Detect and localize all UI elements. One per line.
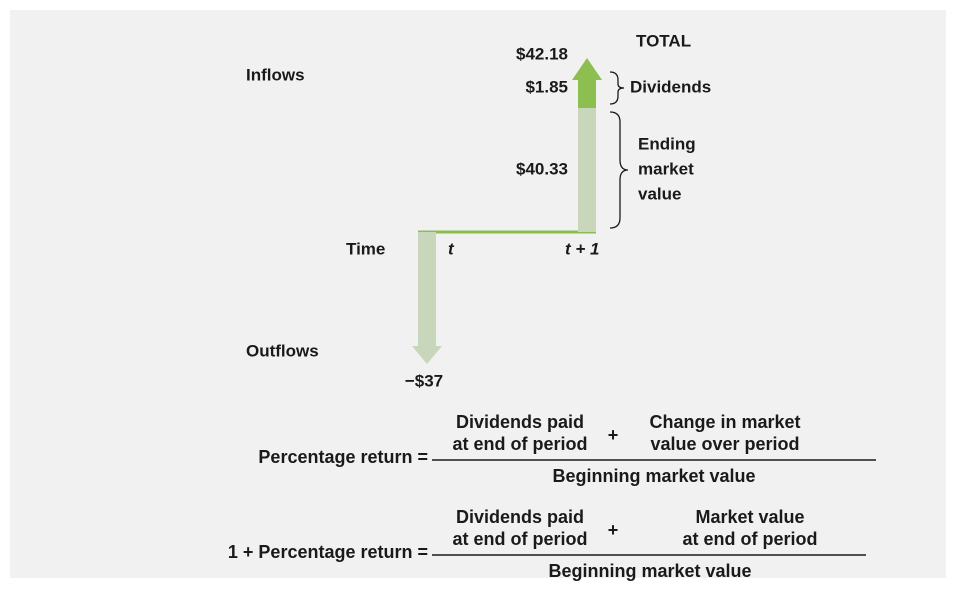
dividends-label: Dividends [630, 77, 711, 96]
formula-lhs: 1 + Percentage return = [228, 542, 428, 562]
formula-term: Market value [695, 507, 804, 527]
ending-label: Ending [638, 134, 696, 153]
formula-denominator: Beginning market value [548, 561, 751, 581]
outflow-bar [418, 232, 436, 346]
formula-term: Dividends paid [456, 412, 584, 432]
t-label: t [448, 239, 455, 258]
total-label: TOTAL [636, 31, 691, 50]
formula-lhs: Percentage return = [258, 447, 428, 467]
formula-operator: + [608, 520, 619, 540]
ending-value-amount: $40.33 [516, 159, 568, 178]
inflows-label: Inflows [246, 65, 305, 84]
formula-term: Dividends paid [456, 507, 584, 527]
formula-term: at end of period [453, 434, 588, 454]
down-arrowhead [412, 346, 442, 364]
t-plus-1-label: t + 1 [565, 239, 600, 258]
formula-term: at end of period [683, 529, 818, 549]
outflow-amount: −$37 [405, 371, 443, 390]
dividends-amount: $1.85 [525, 77, 568, 96]
formula-term: Change in market [649, 412, 800, 432]
formula-term: at end of period [453, 529, 588, 549]
dividends-bar [578, 80, 596, 108]
formula-operator: + [608, 425, 619, 445]
formula-term: value over period [650, 434, 799, 454]
background [10, 10, 946, 578]
dividends-brace [609, 71, 625, 105]
ending-label: value [638, 184, 681, 203]
formula-denominator: Beginning market value [552, 466, 755, 486]
time-label: Time [346, 239, 385, 258]
ending-value-brace [609, 111, 629, 229]
ending-value-bar [578, 108, 596, 232]
up-arrowhead [572, 58, 602, 80]
outflows-label: Outflows [246, 341, 319, 360]
total-amount: $42.18 [516, 44, 568, 63]
ending-label: market [638, 159, 694, 178]
